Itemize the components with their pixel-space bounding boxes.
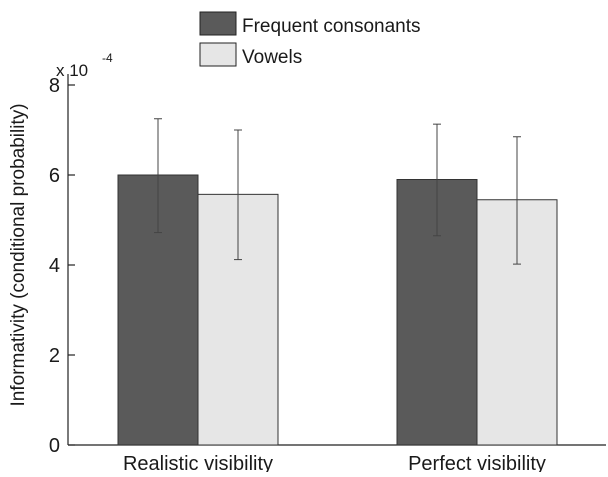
legend: Frequent consonants Vowels: [199, 11, 421, 68]
legend-label-frequent-consonants: Frequent consonants: [242, 16, 421, 37]
y-tick-label: 8: [49, 75, 60, 97]
y-tick-label: 6: [49, 165, 60, 187]
y-axis-label: Informativity (conditional probability): [8, 103, 29, 406]
x-tick-label-1: Perfect visibility: [408, 453, 546, 472]
y-ticks: 0 2 4 6 8: [49, 75, 75, 457]
y-tick-label: 4: [49, 255, 60, 277]
y-exponent: -4: [102, 51, 113, 65]
y-exponent-prefix: x 10: [56, 61, 88, 80]
x-tick-label-0: Realistic visibility: [123, 453, 273, 472]
x-ticks: Realistic visibility Perfect visibility: [123, 453, 546, 475]
y-tick-label: 2: [49, 345, 60, 367]
y-tick-label: 0: [49, 435, 60, 457]
legend-swatch-frequent-consonants: [199, 11, 237, 36]
legend-swatch-vowels: [199, 42, 237, 67]
bars: [117, 118, 558, 446]
legend-label-vowels: Vowels: [242, 47, 302, 68]
